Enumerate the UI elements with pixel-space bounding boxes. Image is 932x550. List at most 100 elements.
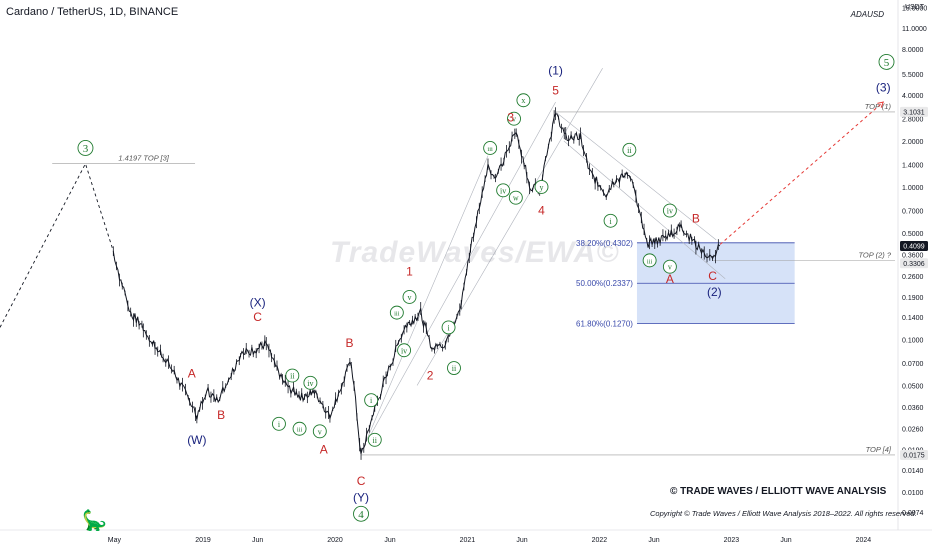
price-axis-marker xyxy=(900,241,928,252)
projection-arrow xyxy=(719,101,884,245)
wave-count-label: C xyxy=(357,474,366,488)
price-axis-tick: 0.0260 xyxy=(902,427,924,434)
price-line xyxy=(112,113,721,455)
wave-count-label: B xyxy=(345,336,353,350)
wave-count-label: v xyxy=(318,427,322,436)
price-axis-tick: 2.0000 xyxy=(902,139,924,146)
time-axis-tick: 2020 xyxy=(327,537,343,544)
wave-count-label: C xyxy=(708,269,717,283)
trend-channel-line xyxy=(367,101,556,440)
price-axis-marker xyxy=(900,106,928,117)
wave-count-label: C xyxy=(253,310,262,324)
reference-level-label: TOP (1) xyxy=(865,102,892,111)
wave-count-circle xyxy=(878,53,895,70)
wave-count-label: i xyxy=(609,217,612,226)
reference-level-label: TOP (2) ? xyxy=(858,250,891,259)
wave-count-label: iii xyxy=(297,427,303,434)
wave-count-label: B xyxy=(217,408,225,422)
wave-count-circle xyxy=(507,111,521,126)
fib-level-label: 50.00%(0.2337) xyxy=(576,279,633,288)
wave-count-label: ii xyxy=(290,372,295,381)
copyright-caption: Copyright © Trade Waves / Elliott Wave A… xyxy=(650,509,917,518)
wave-count-label: v xyxy=(407,293,411,302)
prior-wave-path xyxy=(0,162,114,328)
wave-count-label: 5 xyxy=(552,83,559,97)
decline-channel-line xyxy=(563,140,726,280)
wave-count-label: iii xyxy=(487,146,493,153)
wave-count-label: (3) xyxy=(876,80,891,94)
wave-count-circle xyxy=(353,505,369,522)
wave-count-circle xyxy=(483,141,498,155)
wave-count-label: (1) xyxy=(548,63,563,77)
wave-count-circle xyxy=(662,203,677,218)
projection-arrowhead xyxy=(877,101,885,108)
wave-count-label: A xyxy=(666,272,674,286)
price-axis-tick: 0.0074 xyxy=(902,510,924,517)
time-axis-tick: 2024 xyxy=(856,537,872,544)
price-axis-tick: 0.0140 xyxy=(902,468,924,475)
time-axis-tick: 2023 xyxy=(724,537,740,544)
price-axis-tick: 8.0000 xyxy=(902,47,924,54)
price-axis-marker-label: 0.3306 xyxy=(903,261,925,268)
chart-title: Cardano / TetherUS, 1D, BINANCE xyxy=(6,6,179,18)
wave-count-label: ii xyxy=(452,364,457,373)
price-axis-tick: 0.7000 xyxy=(902,209,924,216)
time-axis-tick: Jun xyxy=(780,537,791,544)
wave-count-label: x xyxy=(521,96,525,105)
price-axis-tick: 11.0000 xyxy=(902,26,927,33)
wave-count-label: y xyxy=(539,183,543,192)
price-axis-tick: 0.1400 xyxy=(902,315,924,322)
wave-count-label: 3 xyxy=(507,111,514,125)
trend-channel-line xyxy=(360,155,489,454)
wave-count-circle xyxy=(662,259,677,274)
wave-count-circle xyxy=(271,416,286,431)
time-axis-tick: 2019 xyxy=(195,537,211,544)
price-axis-tick: 0.0100 xyxy=(902,490,924,497)
time-axis-tick: 2022 xyxy=(592,537,608,544)
time-axis-tick: Jun xyxy=(648,537,659,544)
wave-count-label: B xyxy=(692,212,700,226)
wave-count-circle xyxy=(402,290,417,304)
price-axis-tick: 0.0500 xyxy=(902,383,924,390)
wave-count-circle xyxy=(516,93,531,108)
price-axis-marker-label: 0.4099 xyxy=(903,244,925,251)
price-axis-tick: 0.3600 xyxy=(902,253,924,260)
price-axis-tick: 4.0000 xyxy=(902,93,924,100)
price-axis-marker-label: 0.0175 xyxy=(903,452,925,459)
wave-count-label: (Y) xyxy=(353,491,369,505)
wave-count-label: 3 xyxy=(83,143,89,155)
wave-count-circle xyxy=(508,190,523,205)
wave-count-label: 5 xyxy=(884,57,890,69)
wave-count-label: i xyxy=(278,420,281,429)
wave-count-circle xyxy=(447,361,461,375)
brand-caption: © TRADE WAVES / ELLIOTT WAVE ANALYSIS xyxy=(670,486,887,497)
time-axis-tick: Jun xyxy=(516,537,527,544)
wave-count-circle xyxy=(534,179,549,194)
wave-count-circle xyxy=(603,213,618,228)
reference-level-label: 1.4197 TOP [3] xyxy=(118,154,169,163)
fib-level-label: 61.80%(0.1270) xyxy=(576,320,633,329)
wave-count-circle xyxy=(642,253,657,268)
watermark: TradeWaves/EWA© xyxy=(330,236,620,269)
wave-count-label: iv xyxy=(500,186,506,195)
wave-count-label: iii xyxy=(394,311,400,318)
price-axis-tick: 1.0000 xyxy=(902,185,924,192)
price-axis-tick: 0.0360 xyxy=(902,405,924,412)
wave-count-circle xyxy=(285,368,300,383)
wave-count-label: i xyxy=(370,396,373,405)
wave-count-circle xyxy=(397,343,412,358)
wave-count-label: iii xyxy=(647,258,653,265)
currency-unit: USDT xyxy=(904,4,924,11)
price-axis-tick: 15.0000 xyxy=(902,6,927,13)
time-axis-tick: May xyxy=(108,537,122,544)
tradingview-logo-icon[interactable]: 🦕 xyxy=(82,510,107,532)
wave-count-circle xyxy=(367,432,382,447)
wave-count-circle xyxy=(292,421,307,436)
wave-count-label: ii xyxy=(373,436,378,445)
wave-count-label: iv xyxy=(401,346,407,355)
fib-level-label: 38.20%(0.4302) xyxy=(576,239,633,248)
wave-count-circle xyxy=(77,140,94,156)
price-axis-marker xyxy=(900,258,928,269)
